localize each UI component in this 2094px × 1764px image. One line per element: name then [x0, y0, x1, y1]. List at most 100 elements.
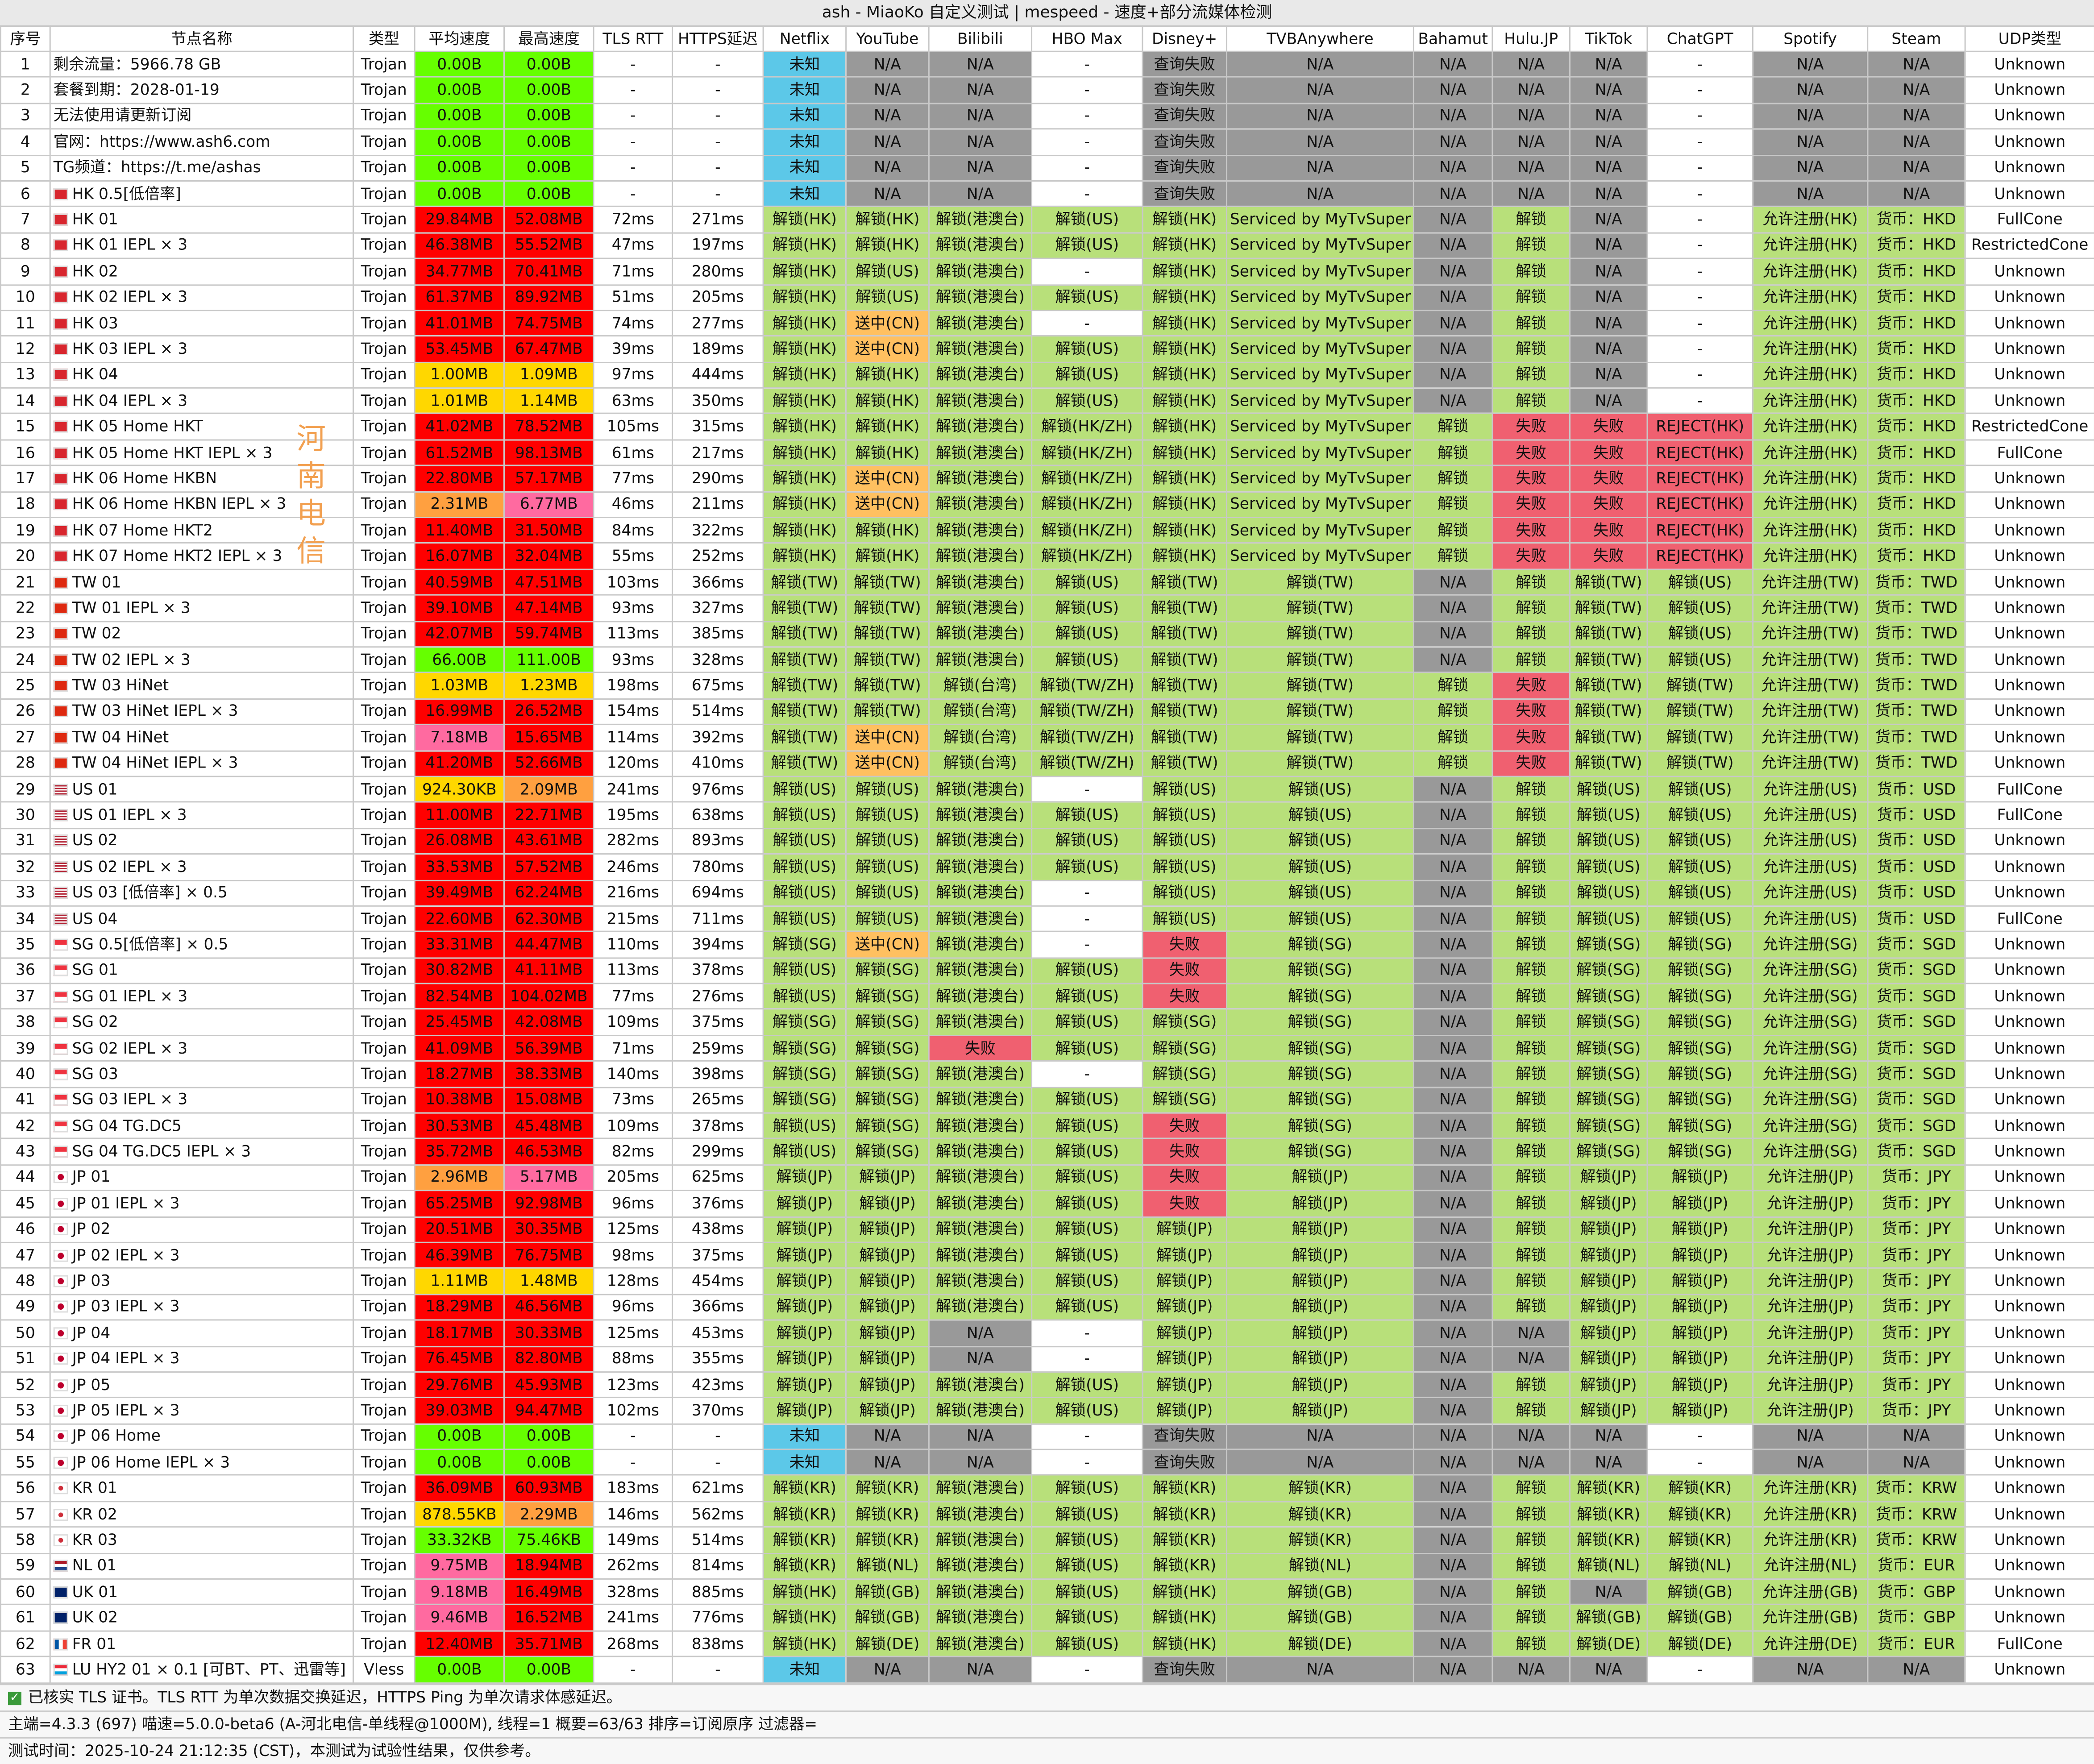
table-row[interactable]: 27 TW 04 HiNet Trojan 7.18MB 15.65MB 114ms 392…: [0, 724, 2094, 751]
table-row[interactable]: 19 HK 07 Home HKT2 Trojan 11.40MB 31.50MB 84m…: [0, 517, 2094, 544]
flag-sg-icon: [53, 938, 68, 951]
max-speed-cell: 47.51MB: [503, 569, 594, 596]
table-row[interactable]: 25 TW 03 HiNet Trojan 1.03MB 1.23MB 198ms 675m…: [0, 672, 2094, 700]
table-row[interactable]: 40 SG 03 Trojan 18.27MB 38.33MB 140ms 398ms 解锁(…: [0, 1060, 2094, 1088]
index-cell: 57: [0, 1500, 51, 1528]
table-row[interactable]: 8 HK 01 IEPL × 3 Trojan 46.38MB 55.52MB 47ms 1…: [0, 232, 2094, 259]
flag-tw-icon: [53, 680, 68, 692]
table-row[interactable]: 13 HK 04 Trojan 1.00MB 1.09MB 97ms 444ms 解锁(HK)…: [0, 361, 2094, 389]
table-row[interactable]: 5 TG频道：https://t.me/ashas Trojan 0.00B 0.00B…: [0, 154, 2094, 182]
table-row[interactable]: 53 JP 05 IEPL × 3 Trojan 39.03MB 94.47MB 102m…: [0, 1397, 2094, 1424]
table-row[interactable]: 17 HK 06 Home HKBN Trojan 22.80MB 57.17MB 77m…: [0, 465, 2094, 493]
table-row[interactable]: 57 KR 02 Trojan 878.55KB 2.29MB 146ms 562ms 解锁(…: [0, 1500, 2094, 1528]
column-header[interactable]: 节点名称: [49, 25, 354, 52]
column-header[interactable]: Steam: [1867, 25, 1966, 52]
table-row[interactable]: 6 HK 0.5[低倍率] Trojan 0.00B 0.00B - - 未知 N/A N/A - 查…: [0, 180, 2094, 208]
table-row[interactable]: 52 JP 05 Trojan 29.76MB 45.93MB 123ms 423ms 解锁(…: [0, 1371, 2094, 1399]
node-name: HK 06 Home HKBN: [72, 469, 217, 488]
table-row[interactable]: 32 US 02 IEPL × 3 Trojan 33.53MB 57.52MB 246m…: [0, 853, 2094, 881]
node-name-cell: HK 03: [49, 309, 354, 337]
column-header[interactable]: Bilibili: [928, 25, 1033, 52]
table-row[interactable]: 62 FR 01 Trojan 12.40MB 35.71MB 268ms 838ms 解锁(…: [0, 1630, 2094, 1658]
table-row[interactable]: 12 HK 03 IEPL × 3 Trojan 53.45MB 67.47MB 39ms…: [0, 335, 2094, 363]
table-row[interactable]: 7 HK 01 Trojan 29.84MB 52.08MB 72ms 271ms 解锁(HK…: [0, 206, 2094, 233]
table-row[interactable]: 63 LU HY2 01 × 0.1 [可BT、PT、迅雷等] Vless 0.00B…: [0, 1656, 2094, 1684]
media-cell: 解锁(港澳台): [928, 491, 1033, 519]
table-row[interactable]: 46 JP 02 Trojan 20.51MB 30.35MB 125ms 438ms 解锁(…: [0, 1216, 2094, 1243]
table-row[interactable]: 16 HK 05 Home HKT IEPL × 3 Trojan 61.52MB 98…: [0, 439, 2094, 467]
table-row[interactable]: 28 TW 04 HiNet IEPL × 3 Trojan 41.20MB 52.66…: [0, 750, 2094, 777]
column-header[interactable]: YouTube: [845, 25, 930, 52]
media-cell: N/A: [1752, 128, 1869, 156]
column-header[interactable]: 序号: [0, 25, 51, 52]
table-row[interactable]: 56 KR 01 Trojan 36.09MB 60.93MB 183ms 621ms 解锁(…: [0, 1474, 2094, 1502]
table-row[interactable]: 39 SG 02 IEPL × 3 Trojan 41.09MB 56.39MB 71ms…: [0, 1034, 2094, 1062]
table-row[interactable]: 4 官网：https://www.ash6.com Trojan 0.00B 0.00B…: [0, 128, 2094, 156]
table-row[interactable]: 47 JP 02 IEPL × 3 Trojan 46.39MB 76.75MB 98ms…: [0, 1241, 2094, 1269]
column-header[interactable]: 最高速度: [503, 25, 594, 52]
table-row[interactable]: 9 HK 02 Trojan 34.77MB 70.41MB 71ms 280ms 解锁(HK…: [0, 257, 2094, 285]
table-row[interactable]: 3 无法使用请更新订阅 Trojan 0.00B 0.00B - - 未知 N/A N/A - 查询失…: [0, 102, 2094, 130]
column-header[interactable]: HTTPS延迟: [672, 25, 764, 52]
column-header[interactable]: Disney+: [1142, 25, 1227, 52]
avg-speed-cell: 65.25MB: [414, 1190, 505, 1217]
media-cell: 失败: [1492, 698, 1570, 726]
table-row[interactable]: 58 KR 03 Trojan 33.32KB 75.46KB 149ms 514ms 解锁(…: [0, 1526, 2094, 1554]
column-header[interactable]: ChatGPT: [1646, 25, 1753, 52]
table-row[interactable]: 29 US 01 Trojan 924.30KB 2.09MB 241ms 976ms 解锁(…: [0, 776, 2094, 803]
node-name: 无法使用请更新订阅: [53, 106, 192, 125]
column-header[interactable]: 类型: [352, 25, 415, 52]
table-row[interactable]: 30 US 01 IEPL × 3 Trojan 11.00MB 22.71MB 195m…: [0, 801, 2094, 829]
table-row[interactable]: 55 JP 06 Home IEPL × 3 Trojan 0.00B 0.00B - - 未…: [0, 1449, 2094, 1476]
table-row[interactable]: 43 SG 04 TG.DC5 IEPL × 3 Trojan 35.72MB 46.5…: [0, 1138, 2094, 1166]
table-row[interactable]: 10 HK 02 IEPL × 3 Trojan 61.37MB 89.92MB 51ms…: [0, 283, 2094, 311]
table-row[interactable]: 18 HK 06 Home HKBN IEPL × 3 Trojan 2.31MB 6.…: [0, 491, 2094, 519]
table-row[interactable]: 21 TW 01 Trojan 40.59MB 47.51MB 103ms 366ms 解锁(…: [0, 569, 2094, 596]
column-header[interactable]: Bahamut: [1413, 25, 1493, 52]
table-row[interactable]: 22 TW 01 IEPL × 3 Trojan 39.10MB 47.14MB 93ms…: [0, 594, 2094, 622]
column-header[interactable]: TVBAnywhere: [1226, 25, 1414, 52]
table-row[interactable]: 37 SG 01 IEPL × 3 Trojan 82.54MB 104.02MB 77m…: [0, 983, 2094, 1010]
table-row[interactable]: 1 剩余流量：5966.78 GB Trojan 0.00B 0.00B - - 未知 N/A N…: [0, 50, 2094, 78]
index-cell: 39: [0, 1034, 51, 1062]
table-row[interactable]: 50 JP 04 Trojan 18.17MB 30.33MB 125ms 453ms 解锁(…: [0, 1319, 2094, 1347]
table-row[interactable]: 20 HK 07 Home HKT2 IEPL × 3 Trojan 16.07MB 3…: [0, 543, 2094, 570]
column-header[interactable]: Spotify: [1752, 25, 1869, 52]
max-speed-cell: 57.17MB: [503, 465, 594, 493]
table-row[interactable]: 23 TW 02 Trojan 42.07MB 59.74MB 113ms 385ms 解锁(…: [0, 620, 2094, 648]
table-row[interactable]: 51 JP 04 IEPL × 3 Trojan 76.45MB 82.80MB 88ms…: [0, 1345, 2094, 1373]
table-row[interactable]: 42 SG 04 TG.DC5 Trojan 30.53MB 45.48MB 109ms 3…: [0, 1112, 2094, 1140]
table-row[interactable]: 24 TW 02 IEPL × 3 Trojan 66.00B 111.00B 93ms 3…: [0, 646, 2094, 674]
column-header[interactable]: TikTok: [1569, 25, 1648, 52]
media-cell: 允许注册(HK): [1752, 283, 1869, 311]
table-row[interactable]: 61 UK 02 Trojan 9.46MB 16.52MB 241ms 776ms 解锁(H…: [0, 1604, 2094, 1632]
table-row[interactable]: 33 US 03 [低倍率] × 0.5 Trojan 39.49MB 62.24MB 2…: [0, 879, 2094, 907]
table-row[interactable]: 36 SG 01 Trojan 30.82MB 41.11MB 113ms 378ms 解锁(…: [0, 957, 2094, 984]
table-row[interactable]: 41 SG 03 IEPL × 3 Trojan 10.38MB 15.08MB 73ms…: [0, 1086, 2094, 1114]
table-row[interactable]: 44 JP 01 Trojan 2.96MB 5.17MB 205ms 625ms 解锁(JP…: [0, 1164, 2094, 1191]
column-header[interactable]: UDP类型: [1964, 25, 2094, 52]
table-row[interactable]: 54 JP 06 Home Trojan 0.00B 0.00B - - 未知 N/A N/A - 查…: [0, 1423, 2094, 1450]
media-cell: 解锁(JP): [1226, 1216, 1414, 1243]
table-row[interactable]: 59 NL 01 Trojan 9.75MB 18.94MB 262ms 814ms 解锁(K…: [0, 1552, 2094, 1580]
column-header[interactable]: Hulu.JP: [1492, 25, 1570, 52]
column-header[interactable]: 平均速度: [414, 25, 505, 52]
table-row[interactable]: 15 HK 05 Home HKT Trojan 41.02MB 78.52MB 105m…: [0, 413, 2094, 441]
table-row[interactable]: 31 US 02 Trojan 26.08MB 43.61MB 282ms 893ms 解锁(…: [0, 827, 2094, 855]
media-cell: N/A: [1413, 1345, 1493, 1373]
column-header[interactable]: HBO Max: [1031, 25, 1143, 52]
column-header[interactable]: TLS RTT: [593, 25, 673, 52]
index-cell: 7: [0, 206, 51, 233]
table-row[interactable]: 45 JP 01 IEPL × 3 Trojan 65.25MB 92.98MB 96ms…: [0, 1190, 2094, 1217]
table-row[interactable]: 60 UK 01 Trojan 9.18MB 16.49MB 328ms 885ms 解锁(H…: [0, 1578, 2094, 1606]
table-row[interactable]: 35 SG 0.5[低倍率] × 0.5 Trojan 33.31MB 44.47MB 1…: [0, 931, 2094, 959]
table-row[interactable]: 34 US 04 Trojan 22.60MB 62.30MB 215ms 711ms 解锁(…: [0, 905, 2094, 933]
table-row[interactable]: 38 SG 02 Trojan 25.45MB 42.08MB 109ms 375ms 解锁(…: [0, 1009, 2094, 1036]
table-row[interactable]: 2 套餐到期：2028-01-19 Trojan 0.00B 0.00B - - 未知 N/A N…: [0, 76, 2094, 104]
table-row[interactable]: 26 TW 03 HiNet IEPL × 3 Trojan 16.99MB 26.52…: [0, 698, 2094, 726]
table-row[interactable]: 48 JP 03 Trojan 1.11MB 1.48MB 128ms 454ms 解锁(JP…: [0, 1267, 2094, 1295]
table-row[interactable]: 11 HK 03 Trojan 41.01MB 74.75MB 74ms 277ms 解锁(H…: [0, 309, 2094, 337]
column-header[interactable]: Netflix: [762, 25, 847, 52]
table-row[interactable]: 49 JP 03 IEPL × 3 Trojan 18.29MB 46.56MB 96ms…: [0, 1293, 2094, 1321]
table-row[interactable]: 14 HK 04 IEPL × 3 Trojan 1.01MB 1.14MB 63ms 35…: [0, 387, 2094, 415]
